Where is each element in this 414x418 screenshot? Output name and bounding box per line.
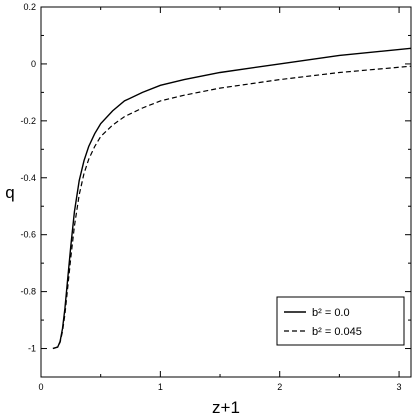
y-tick-label: -1 xyxy=(28,344,36,354)
series-line-dashed xyxy=(52,65,412,350)
legend-label-b2-0045: b² = 0.045 xyxy=(312,326,362,338)
legend-label-b2-0: b² = 0.0 xyxy=(312,307,350,319)
y-tick-label: -0.4 xyxy=(20,173,36,183)
tick-layer: 0 1 2 3 0.2 0 -0.2 -0.4 -0.6 -0.8 -1 xyxy=(20,2,411,392)
y-tick-label: 0.2 xyxy=(23,2,36,12)
x-tick-label: 2 xyxy=(277,382,282,392)
y-tick-label: -0.8 xyxy=(20,287,36,297)
y-tick-label: -0.2 xyxy=(20,116,36,126)
x-tick-label: 0 xyxy=(38,382,43,392)
plot-frame xyxy=(40,6,412,378)
legend: b² = 0.0 b² = 0.045 xyxy=(276,296,405,346)
x-tick-label: 3 xyxy=(397,382,402,392)
legend-box xyxy=(276,296,405,346)
series-layer xyxy=(52,47,412,350)
y-tick-label: 0 xyxy=(31,59,36,69)
y-tick-label: -0.6 xyxy=(20,230,36,240)
y-axis-label: q xyxy=(5,183,14,202)
x-tick-label: 1 xyxy=(158,382,163,392)
x-axis-label: z+1 xyxy=(212,398,240,417)
